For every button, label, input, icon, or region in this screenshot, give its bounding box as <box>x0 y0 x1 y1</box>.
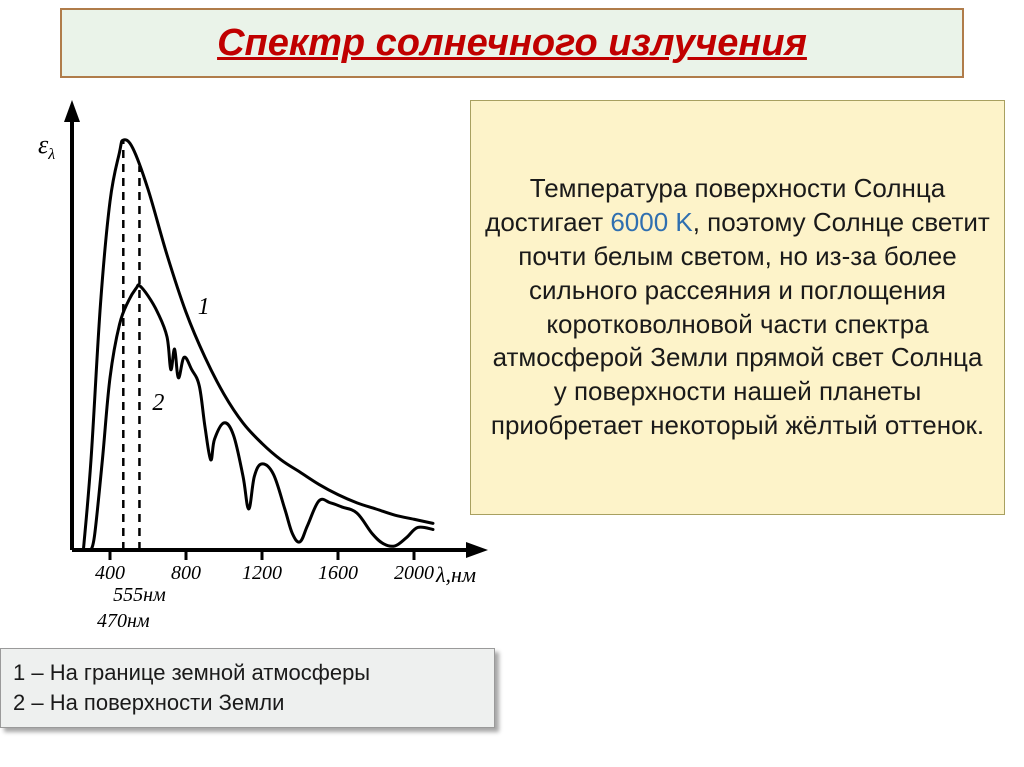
x-tick-label: 2000 <box>394 562 434 585</box>
legend-panel: 1 – На границе земной атмосферы 2 – На п… <box>0 648 495 728</box>
x-tick-label: 1200 <box>242 562 282 585</box>
x-axis-unit: λ,нм <box>436 562 476 588</box>
title-bar: Спектр солнечного излучения <box>60 8 964 78</box>
spectrum-chart: ελ λ,нм 1 2 400800120016002000555нм470нм <box>10 90 490 620</box>
info-panel: Температура поверхности Солнца достигает… <box>470 100 1005 515</box>
legend-line-1: 1 – На границе земной атмосферы <box>13 658 482 688</box>
page-title: Спектр солнечного излучения <box>217 22 807 65</box>
curve-label-2: 2 <box>152 390 164 417</box>
x-tick-label: 400 <box>95 562 125 585</box>
legend-line-2: 2 – На поверхности Земли <box>13 688 482 718</box>
x-tick-label: 1600 <box>318 562 358 585</box>
x-annotation: 555нм <box>113 584 166 607</box>
chart-svg <box>10 90 490 620</box>
info-text: Температура поверхности Солнца достигает… <box>485 172 990 442</box>
x-annotation: 470нм <box>97 610 150 633</box>
x-tick-label: 800 <box>171 562 201 585</box>
info-highlight: 6000 K <box>610 207 692 237</box>
curve-label-1: 1 <box>198 294 210 321</box>
y-axis-label: ελ <box>38 130 55 164</box>
info-text-after: , поэтому Солнце светит почти белым свет… <box>491 207 990 440</box>
